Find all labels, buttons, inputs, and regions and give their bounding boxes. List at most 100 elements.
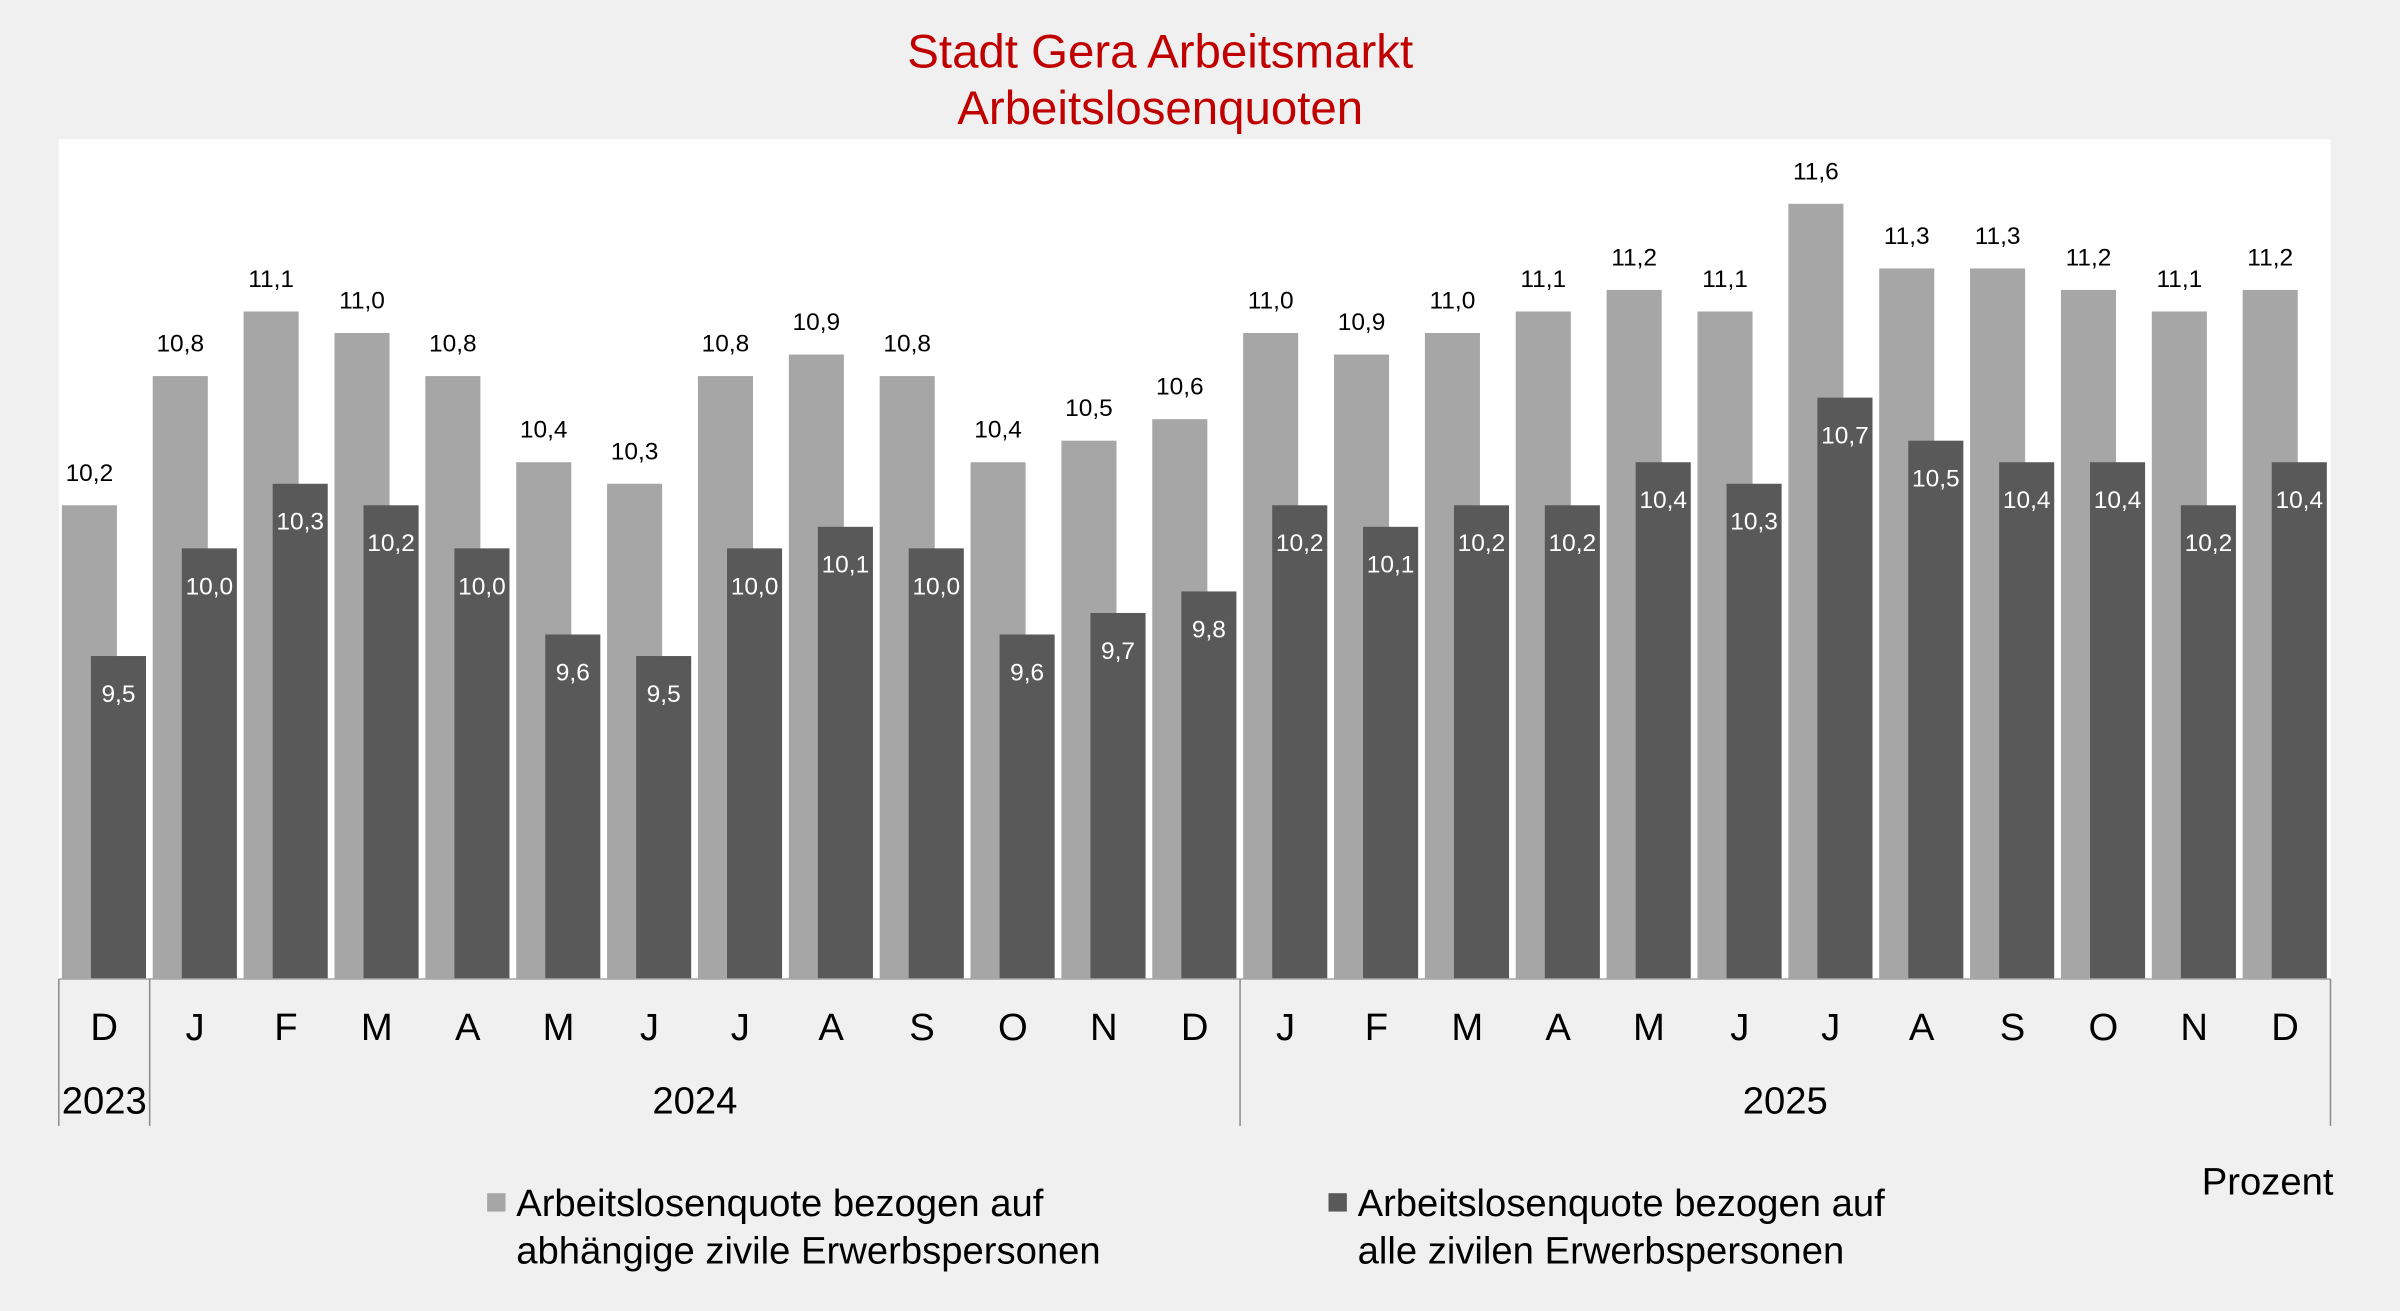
data-label-series-2: 10,1 [822, 552, 870, 579]
data-label-series-1: 10,5 [1065, 395, 1113, 422]
x-tick-label: N [2180, 1006, 2208, 1049]
data-label-series-1: 10,3 [611, 438, 659, 465]
x-tick-label: D [1181, 1006, 1209, 1049]
data-label-series-2: 10,0 [731, 573, 779, 600]
data-label-series-2: 10,2 [2185, 530, 2233, 557]
bar-series-2 [181, 548, 237, 980]
data-label-series-1: 10,2 [66, 460, 114, 487]
year-label: 2025 [1743, 1080, 1828, 1123]
data-label-series-2: 9,5 [647, 681, 681, 708]
bar-series-2 [2090, 462, 2146, 980]
data-label-series-2: 9,6 [1010, 659, 1044, 686]
data-label-series-1: 11,1 [1520, 266, 1566, 293]
bar-series-2 [726, 548, 783, 980]
data-label-series-2: 10,4 [2003, 487, 2051, 514]
bar-series-2 [1544, 505, 1600, 980]
bar-series-2 [363, 505, 419, 980]
x-tick-label: M [1451, 1006, 1483, 1049]
legend: Arbeitslosenquote bezogen auf abhängige … [487, 1182, 1886, 1273]
data-label-series-1: 10,8 [429, 331, 477, 358]
x-tick-label: M [361, 1006, 393, 1049]
x-tick-label: A [818, 1006, 844, 1049]
data-label-series-1: 10,4 [974, 417, 1022, 444]
bar-series-2 [1999, 462, 2055, 980]
data-label-series-1: 11,6 [1793, 158, 1839, 185]
data-label-series-2: 10,1 [1367, 552, 1415, 579]
bar-series-2 [454, 548, 510, 980]
chart-title: Stadt Gera Arbeitsmarkt [907, 25, 1413, 78]
data-label-series-1: 10,9 [793, 309, 841, 336]
data-label-series-1: 10,4 [520, 417, 568, 444]
data-label-series-2: 10,4 [1639, 487, 1687, 514]
data-label-series-2: 9,7 [1101, 638, 1135, 665]
x-tick-label: O [998, 1006, 1028, 1049]
bar-series-2 [2180, 505, 2236, 980]
data-label-series-2: 9,6 [556, 659, 590, 686]
data-label-series-1: 11,3 [1884, 223, 1930, 250]
data-label-series-1: 11,0 [1430, 288, 1476, 315]
data-label-series-2: 10,0 [458, 573, 506, 600]
bar-series-2 [1363, 526, 1419, 980]
x-tick-label: J [186, 1006, 205, 1049]
data-label-series-1: 10,8 [883, 331, 931, 358]
bar-series-2 [1090, 612, 1146, 980]
x-tick-label: A [1545, 1006, 1571, 1049]
x-tick-label: F [1365, 1006, 1388, 1049]
data-label-series-1: 11,1 [2156, 266, 2202, 293]
data-label-series-2: 9,8 [1192, 616, 1226, 643]
x-tick-label: O [2088, 1006, 2118, 1049]
legend-label-series-2-line-2: alle zivilen Erwerbspersonen [1358, 1230, 1845, 1273]
bar-series-2 [636, 656, 692, 980]
legend-label-series-1-line-2: abhängige zivile Erwerbspersonen [516, 1230, 1100, 1273]
data-label-series-2: 10,0 [186, 573, 234, 600]
data-label-series-2: 10,5 [1912, 466, 1960, 493]
x-tick-label: J [731, 1006, 750, 1049]
data-label-series-2: 10,4 [2094, 487, 2142, 514]
data-label-series-1: 11,2 [2247, 244, 2293, 271]
bar-series-2 [90, 656, 146, 980]
data-label-series-2: 9,5 [101, 681, 135, 708]
x-tick-label: J [1821, 1006, 1840, 1049]
data-label-series-2: 10,2 [1549, 530, 1597, 557]
bar-series-2 [1272, 505, 1328, 980]
legend-swatch-series-1 [487, 1193, 506, 1212]
data-label-series-1: 11,1 [248, 266, 294, 293]
data-label-series-1: 10,8 [702, 331, 750, 358]
x-tick-label: A [1909, 1006, 1935, 1049]
bar-series-2 [545, 634, 601, 980]
data-label-series-2: 10,3 [276, 509, 324, 536]
unit-label: Prozent [2202, 1161, 2334, 1204]
bar-series-2 [999, 634, 1055, 980]
data-label-series-1: 11,0 [339, 288, 385, 315]
data-label-series-2: 10,2 [367, 530, 415, 557]
x-tick-label: F [274, 1006, 297, 1049]
x-tick-label: D [2271, 1006, 2299, 1049]
bar-series-2 [817, 526, 873, 980]
data-label-series-2: 10,2 [1458, 530, 1506, 557]
data-label-series-2: 10,3 [1730, 509, 1778, 536]
legend-label-series-2: Arbeitslosenquote bezogen auf [1358, 1182, 1886, 1225]
bar-series-2 [1726, 483, 1782, 980]
legend-label-series-1: Arbeitslosenquote bezogen auf [516, 1182, 1044, 1225]
x-tick-label: A [455, 1006, 481, 1049]
data-label-series-1: 10,6 [1156, 374, 1204, 401]
x-tick-label: J [1730, 1006, 1749, 1049]
bar-series-2 [2271, 462, 2327, 980]
data-label-series-2: 10,7 [1821, 423, 1869, 450]
x-tick-label: S [2000, 1006, 2026, 1049]
data-label-series-1: 11,1 [1702, 266, 1748, 293]
data-label-series-1: 11,2 [1611, 244, 1657, 271]
x-tick-label: J [640, 1006, 659, 1049]
x-tick-label: D [90, 1006, 118, 1049]
bar-series-2 [1908, 440, 1964, 980]
bar-series-2 [1453, 505, 1510, 980]
data-label-series-1: 11,3 [1975, 223, 2021, 250]
bar-series-2 [1635, 462, 1691, 980]
data-label-series-1: 11,2 [2066, 244, 2112, 271]
data-label-series-1: 10,9 [1338, 309, 1386, 336]
x-tick-label: N [1090, 1006, 1118, 1049]
data-label-series-2: 10,2 [1276, 530, 1324, 557]
x-tick-label: S [909, 1006, 935, 1049]
chart-subtitle: Arbeitslosenquoten [957, 82, 1363, 135]
